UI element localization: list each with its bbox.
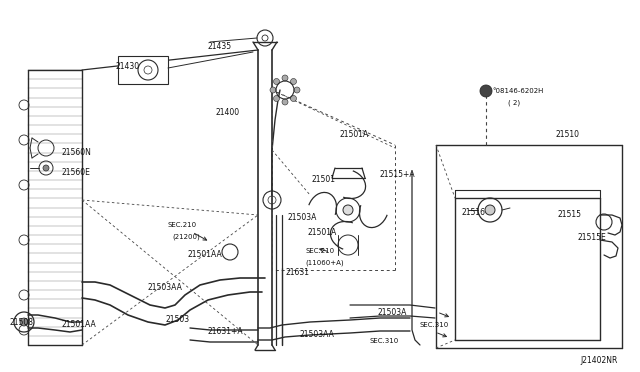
Circle shape (282, 99, 288, 105)
Text: 21515+A: 21515+A (380, 170, 415, 179)
Text: 21503A: 21503A (378, 308, 408, 317)
Text: 21515: 21515 (557, 210, 581, 219)
Text: ( 2): ( 2) (508, 99, 520, 106)
Circle shape (294, 87, 300, 93)
Text: 21435: 21435 (208, 42, 232, 51)
Text: 21503AA: 21503AA (300, 330, 335, 339)
Text: J21402NR: J21402NR (580, 356, 618, 365)
Text: 21560N: 21560N (62, 148, 92, 157)
Circle shape (485, 205, 495, 215)
Text: 21501: 21501 (312, 175, 336, 184)
Circle shape (291, 78, 296, 84)
Text: 21516: 21516 (462, 208, 486, 217)
Text: 21430: 21430 (116, 62, 140, 71)
Text: SEC.210: SEC.210 (305, 248, 334, 254)
Text: (11060+A): (11060+A) (305, 259, 344, 266)
Text: 21501A: 21501A (340, 130, 369, 139)
Circle shape (273, 78, 280, 84)
Text: 21501A: 21501A (308, 228, 337, 237)
Text: 21503AA: 21503AA (148, 283, 183, 292)
Text: SEC.310: SEC.310 (370, 338, 399, 344)
Text: 21400: 21400 (215, 108, 239, 117)
Circle shape (43, 165, 49, 171)
Text: 21503: 21503 (165, 315, 189, 324)
Text: °08146-6202H: °08146-6202H (492, 88, 543, 94)
Circle shape (343, 205, 353, 215)
Circle shape (270, 87, 276, 93)
Bar (118, 56, 168, 84)
Text: 21560E: 21560E (62, 168, 91, 177)
Text: 21508: 21508 (10, 318, 34, 327)
Text: 21501AA: 21501AA (188, 250, 223, 259)
Circle shape (273, 96, 280, 102)
Text: (21200): (21200) (172, 233, 200, 240)
Circle shape (291, 96, 296, 102)
Text: SEC.210: SEC.210 (168, 222, 197, 228)
Circle shape (20, 318, 28, 326)
Text: 21631: 21631 (285, 268, 309, 277)
Text: SEC.310: SEC.310 (420, 322, 449, 328)
Text: 21501AA: 21501AA (62, 320, 97, 329)
Text: 21631+A: 21631+A (208, 327, 244, 336)
Text: 21515E: 21515E (578, 233, 607, 242)
Circle shape (282, 75, 288, 81)
Text: 21510: 21510 (555, 130, 579, 139)
Circle shape (480, 85, 492, 97)
Text: 21503A: 21503A (288, 213, 317, 222)
